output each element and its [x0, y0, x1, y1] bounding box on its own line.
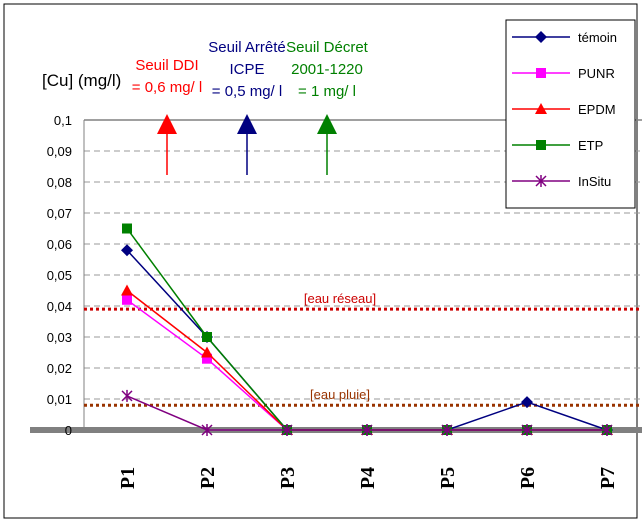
x-tick-label: P1: [117, 467, 139, 489]
y-tick-label: 0,06: [47, 237, 72, 252]
y-tick-label: 0,07: [47, 206, 72, 221]
threshold-arrow-head: [237, 114, 257, 134]
data-point: [202, 332, 212, 342]
data-point: [601, 424, 613, 436]
y-tick-label: 0: [65, 423, 72, 438]
data-point: [122, 223, 132, 234]
threshold-label: Seuil Arrêté: [208, 39, 286, 56]
legend-box: [505, 19, 636, 209]
x-tick-label: P5: [437, 467, 459, 489]
threshold-label: = 0,5 mg/ l: [212, 83, 282, 100]
legend-entry: InSitu: [578, 174, 611, 189]
data-point: [521, 424, 533, 436]
threshold-arrow-head: [157, 114, 177, 134]
threshold-arrow-head: [317, 114, 337, 134]
data-point: [535, 31, 547, 43]
x-tick-label: P3: [277, 467, 299, 489]
data-point: [521, 396, 533, 409]
legend-entry: PUNR: [578, 66, 615, 81]
x-tick-label: P4: [357, 467, 379, 489]
x-tick-label: P6: [517, 467, 539, 489]
data-point: [121, 389, 133, 402]
data-point: [281, 424, 293, 436]
threshold-label: Seuil DDI: [135, 57, 198, 74]
y-axis-title: [Cu] (mg/l): [42, 71, 121, 90]
y-tick-label: 0,02: [47, 361, 72, 376]
threshold-label: 2001-1220: [291, 61, 363, 78]
reference-line-label: [eau pluie]: [310, 387, 370, 402]
y-tick-label: 0,03: [47, 330, 72, 345]
y-tick-label: 0,09: [47, 144, 72, 159]
data-point: [441, 424, 453, 436]
data-point: [121, 244, 133, 257]
y-tick-labels: 0 0,01 0,02 0,03 0,04 0,05 0,06 0,07 0,08 0,09 0,1: [47, 113, 72, 438]
y-tick-label: 0,05: [47, 268, 72, 283]
data-point: [202, 353, 212, 364]
legend-entry: ETP: [578, 138, 603, 153]
threshold-label: = 0,6 mg/ l: [132, 79, 202, 96]
x-tick-label: P7: [597, 467, 619, 489]
data-point: [535, 175, 547, 187]
reference-line-label: [eau réseau]: [304, 291, 376, 306]
data-point: [201, 424, 213, 436]
y-tick-label: 0,04: [47, 299, 72, 314]
threshold-label: ICPE: [229, 61, 264, 78]
data-point: [536, 68, 546, 78]
y-tick-label: 0,1: [54, 113, 72, 128]
data-point: [361, 424, 373, 436]
y-tick-label: 0,01: [47, 392, 72, 407]
threshold-label: = 1 mg/ l: [298, 83, 356, 100]
legend-entry: EPDM: [578, 102, 616, 117]
legend: témoin PUNR EPDM ETP InSitu: [505, 19, 636, 209]
x-tick-labels: P1 P2 P3 P4 P5 P6 P7: [117, 467, 619, 489]
data-point: [535, 103, 547, 114]
y-tick-label: 0,08: [47, 175, 72, 190]
data-point: [122, 294, 132, 305]
data-point: [201, 346, 213, 358]
legend-entry: témoin: [578, 30, 617, 45]
series-lines: [121, 223, 613, 436]
data-point: [536, 140, 546, 150]
threshold-annotations: Seuil DDI = 0,6 mg/ l Seuil Arrêté ICPE = 0,…: [132, 39, 369, 175]
reference-lines: [eau réseau] [eau pluie]: [84, 291, 642, 407]
data-point: [121, 284, 133, 296]
x-tick-label: P2: [197, 467, 219, 489]
threshold-label: Seuil Décret: [286, 39, 369, 56]
